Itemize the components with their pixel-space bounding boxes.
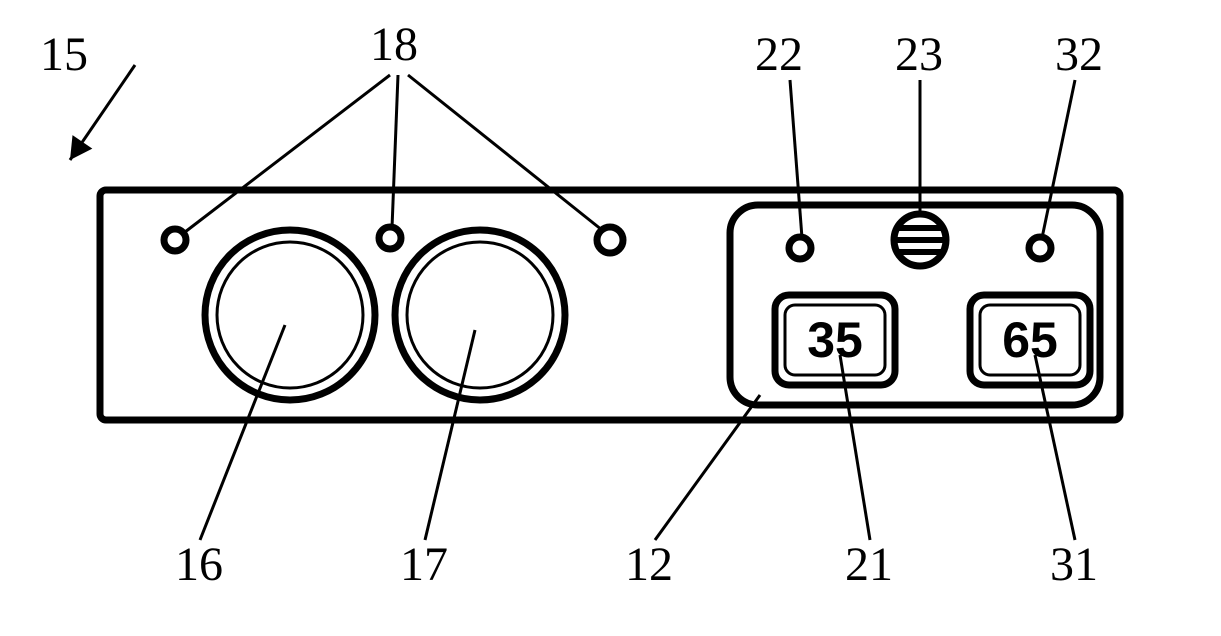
label-16: 16 (175, 538, 223, 591)
indicator-c4 (789, 237, 811, 259)
label-31: 31 (1050, 538, 1098, 591)
leader-l17 (425, 330, 475, 540)
leader-l32 (1042, 80, 1075, 238)
label-15: 15 (40, 28, 88, 81)
leader-l18b (392, 75, 398, 228)
label-18: 18 (370, 18, 418, 71)
dial-right-outer (395, 230, 565, 400)
display-left-value: 35 (807, 312, 863, 368)
label-12: 12 (625, 538, 673, 591)
label-17: 17 (400, 538, 448, 591)
label-22: 22 (755, 28, 803, 81)
display-right-value: 65 (1002, 312, 1058, 368)
label-21: 21 (845, 538, 893, 591)
dial-left-outer (205, 230, 375, 400)
leader-l22 (790, 80, 802, 238)
leader-l18c (408, 75, 602, 230)
arrowhead-15 (70, 135, 92, 160)
dial-right-inner (407, 242, 553, 388)
leader-l18a (185, 75, 390, 232)
indicator-c2 (379, 227, 401, 249)
label-23: 23 (895, 28, 943, 81)
dial-left-inner (217, 242, 363, 388)
vent-icon (894, 214, 946, 266)
label-32: 32 (1055, 28, 1103, 81)
indicator-c5 (1029, 237, 1051, 259)
indicator-c1 (164, 229, 186, 251)
